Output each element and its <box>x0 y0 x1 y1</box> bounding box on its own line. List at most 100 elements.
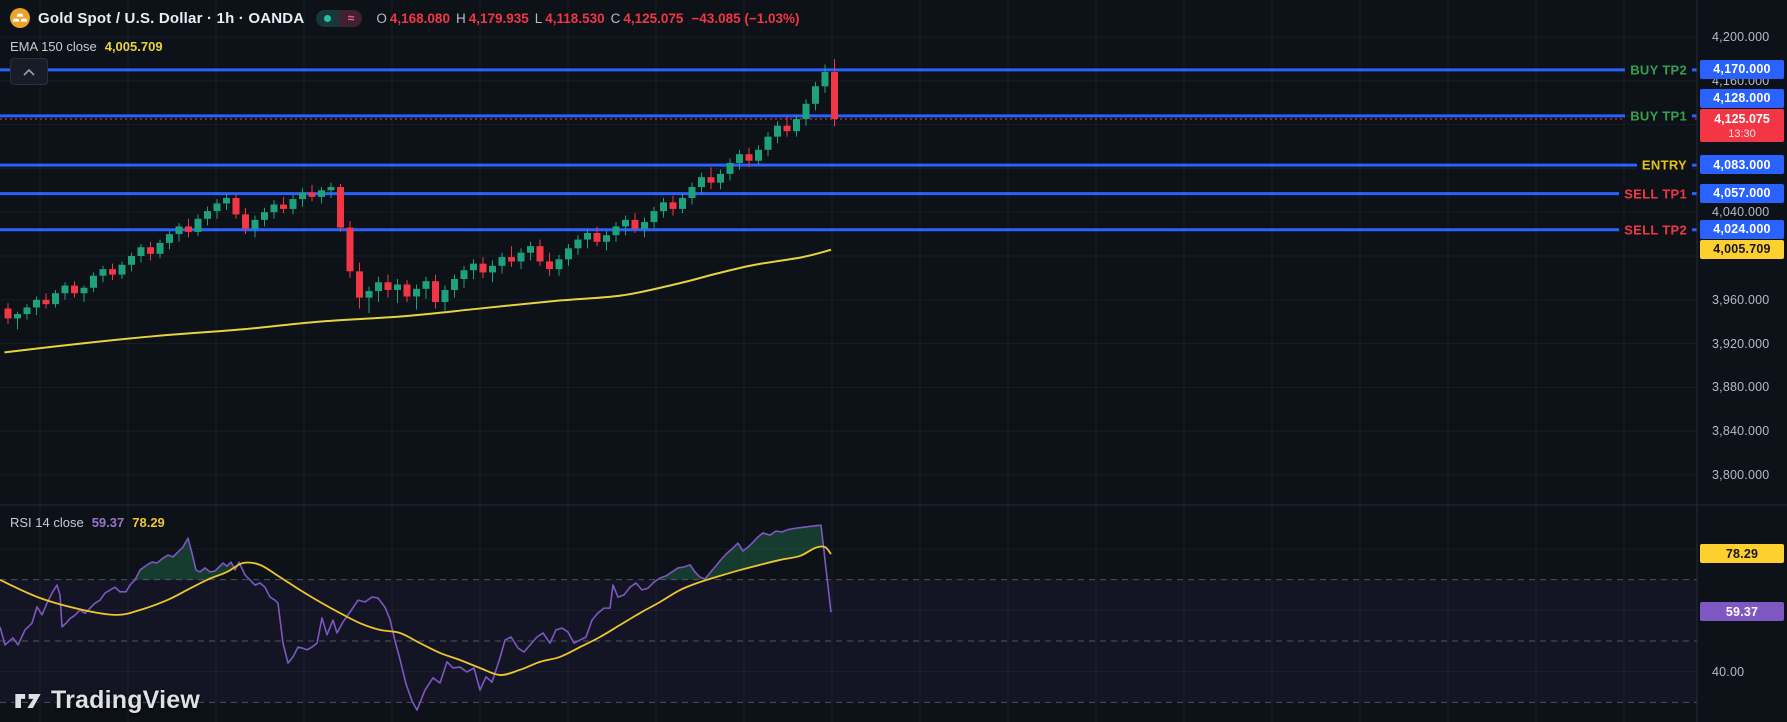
rsi-ma-legend-value: 78.29 <box>132 514 165 530</box>
candle-body <box>641 222 648 229</box>
price-badge-sell-tp2: 4,024.000 <box>1700 219 1784 239</box>
candles-status-icon[interactable] <box>316 9 340 27</box>
candle-body <box>156 242 164 254</box>
ema-legend: EMA 150 close 4,005.709 <box>10 37 163 55</box>
level-label-entry[interactable]: ENTRY <box>1636 156 1692 174</box>
candle-body <box>831 72 838 120</box>
tradingview-logo-text: TradingView <box>51 686 201 714</box>
candle-body <box>736 154 743 163</box>
collapse-pane-button[interactable] <box>10 58 48 85</box>
open-value: 4,168.080 <box>389 10 450 26</box>
chevron-up-icon <box>23 68 35 76</box>
candle-body <box>802 103 810 120</box>
candle-body <box>698 177 705 188</box>
wave-status-icon[interactable]: ≈ <box>339 9 363 27</box>
ema-legend-value: 4,005.709 <box>104 38 163 54</box>
symbol-title[interactable]: Gold Spot / U.S. Dollar · 1h · OANDA <box>38 9 305 27</box>
price-badge-entry: 4,083.000 <box>1700 155 1784 175</box>
price-badge-buy-tp2: 4,170.000 <box>1700 59 1784 79</box>
rsi-value-badge: 59.37 <box>1700 602 1784 622</box>
candle-body <box>546 261 553 270</box>
candle-body <box>99 269 107 276</box>
candle-body <box>479 263 487 273</box>
candle-body <box>584 233 591 240</box>
candle-body <box>669 202 677 209</box>
candle-body <box>707 177 715 183</box>
price-axis-tick: 4,040.000 <box>1712 205 1770 220</box>
ema-150-line <box>4 248 832 354</box>
candle-body <box>375 282 382 292</box>
close-value: 4,125.075 <box>623 10 684 26</box>
candle-body <box>280 204 287 209</box>
candle-body <box>527 246 534 253</box>
candle-body <box>80 287 88 294</box>
candle-body <box>555 259 563 270</box>
candle-body <box>299 192 306 200</box>
candle-body <box>356 271 363 298</box>
candle-body <box>745 154 753 161</box>
candle-body <box>42 299 50 305</box>
tradingview-logo-icon <box>14 692 43 709</box>
price-badge-sell-tp1: 4,057.000 <box>1700 183 1784 203</box>
low-label: L <box>534 10 543 26</box>
candle-body <box>14 314 21 319</box>
candle-body <box>821 72 829 87</box>
candle-body <box>118 264 126 275</box>
candle-body <box>251 219 259 229</box>
price-axis-tick: 3,920.000 <box>1712 336 1770 351</box>
price-axis-tick: 3,960.000 <box>1712 292 1770 307</box>
candle-body <box>52 293 59 305</box>
candle-body <box>403 284 411 297</box>
candle-body <box>565 248 572 260</box>
candle-body <box>365 291 373 298</box>
candle-body <box>793 119 800 132</box>
level-label-sell-tp1[interactable]: SELL TP1 <box>1619 185 1692 203</box>
candles-layer <box>4 58 838 330</box>
candle-body <box>109 269 116 275</box>
candle-body <box>327 187 335 191</box>
candle-body <box>460 270 468 279</box>
candle-body <box>33 299 40 308</box>
rsi-legend-label[interactable]: RSI 14 close <box>10 514 84 530</box>
candle-body <box>441 289 449 302</box>
candle-body <box>204 211 211 219</box>
candle-body <box>603 235 610 242</box>
candle-body <box>593 233 601 242</box>
close-label: C <box>610 10 621 26</box>
candle-body <box>213 203 221 212</box>
high-label: H <box>455 10 466 26</box>
low-value: 4,118.530 <box>545 10 605 26</box>
symbol-legend: Gold Spot / U.S. Dollar · 1h · OANDA ≈ O… <box>10 7 800 29</box>
change-value: −43.085 (−1.03%) <box>691 10 800 26</box>
candle-body <box>261 212 268 220</box>
tradingview-watermark[interactable]: TradingView <box>14 686 200 715</box>
indicator-status-pills[interactable]: ≈ <box>316 9 363 27</box>
candle-body <box>508 257 515 262</box>
candle-body <box>650 211 658 223</box>
candle-body <box>232 197 240 215</box>
candle-body <box>71 285 78 294</box>
candle-body <box>128 256 135 265</box>
level-label-buy-tp1[interactable]: BUY TP1 <box>1625 107 1692 125</box>
ohlc-values: O 4,168.080 H 4,179.935 L 4,118.530 C 4,… <box>376 11 799 26</box>
candle-body <box>4 308 12 319</box>
rsi-overbought-fill <box>658 525 822 580</box>
candle-body <box>783 125 791 132</box>
candle-body <box>622 219 629 227</box>
candle-body <box>384 282 392 290</box>
candle-body <box>660 202 667 212</box>
candle-body <box>137 247 145 257</box>
candle-body <box>270 204 278 213</box>
price-axis-tick: 3,880.000 <box>1712 380 1770 395</box>
candle-body <box>812 86 819 104</box>
ema-legend-label[interactable]: EMA 150 close <box>10 38 97 54</box>
candle-body <box>318 190 325 197</box>
candle-body <box>717 173 724 183</box>
candle-body <box>574 239 582 249</box>
level-label-sell-tp2[interactable]: SELL TP2 <box>1619 221 1692 239</box>
open-label: O <box>376 10 387 26</box>
level-label-buy-tp2[interactable]: BUY TP2 <box>1625 61 1692 79</box>
price-axis-tick: 3,840.000 <box>1712 424 1770 439</box>
